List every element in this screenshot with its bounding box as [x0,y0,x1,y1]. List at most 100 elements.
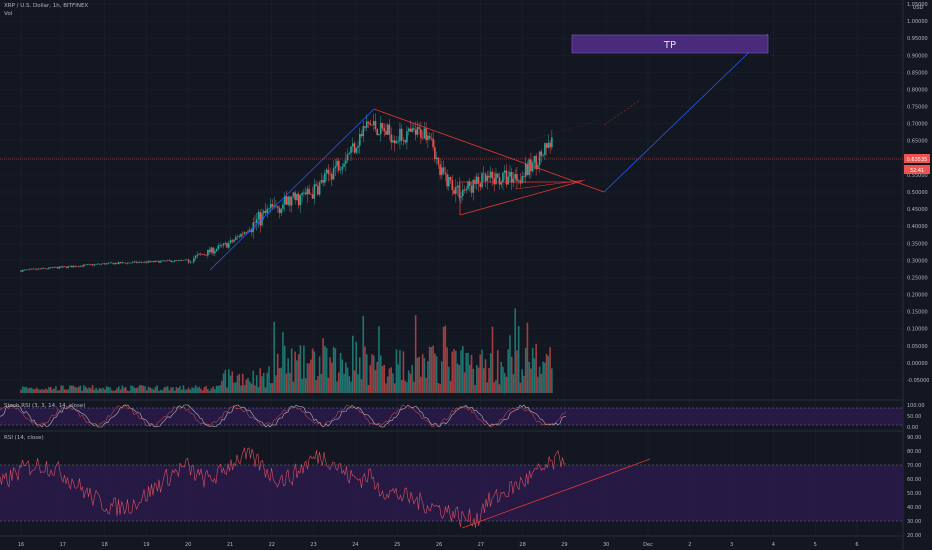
volume-bar [51,389,54,393]
candle-body [27,269,29,271]
candle-body [453,189,455,194]
stoch-rsi-label[interactable]: Stoch RSI (3, 3, 14, 14, close) [4,403,86,409]
volume-bar [126,390,129,393]
volume-bar [418,356,420,393]
volume-bar [421,354,424,393]
candle-body [189,261,192,263]
candle-body [516,174,518,181]
volume-bar [463,372,466,393]
candle-body [517,180,520,181]
tp-box[interactable] [571,34,769,54]
volume-bar [156,385,159,393]
dotted-guide-upper [603,99,641,126]
volume-bar [474,384,476,393]
candle-body [84,264,87,266]
volume-bar [411,364,413,393]
volume-bar [158,390,160,393]
candle-body [488,175,490,178]
candle-body [336,160,338,167]
candle-body [311,194,314,199]
drawings[interactable]: TP [0,33,903,271]
triangle-inner-line[interactable] [514,179,586,190]
rally-trendline[interactable] [209,108,375,271]
candle-body [399,128,401,142]
volume-bar [48,387,50,393]
symbol-title[interactable]: XRP / U.S. Dollar, 1h, BITFINEX [4,3,89,9]
candle-body [296,193,298,200]
candle-body [30,268,33,270]
volume-bar [119,389,122,393]
candle-body [477,176,480,184]
candle-body [549,142,551,148]
volume-bar [128,390,131,393]
candle-body [514,174,516,179]
candle-body [250,229,253,233]
rsi-label[interactable]: RSI (14, close) [4,435,44,441]
price-tick-label: 0.90000 [907,53,928,59]
candle-body [34,268,36,270]
candle-body [392,140,394,143]
volume-bar [131,385,134,393]
candle-body [491,171,494,179]
candle-body [362,126,365,137]
candle-body [369,123,372,125]
volume-bar [159,389,162,393]
time-axis[interactable]: 16 17 18 19 20 21 22 23 24 25 26 27 28 29 30 Dec 2 3 4 5 6 [18,542,859,548]
candle-body [365,121,368,128]
flag-lower-line[interactable] [459,180,583,216]
time-tick-label: 4 [772,542,775,548]
volume-bar [173,390,176,393]
candle-body [44,268,47,270]
volume-bar [524,347,527,393]
volume-bar [224,369,227,393]
volume-bar [514,308,516,393]
volume-bar [362,315,365,393]
volume-bar [509,335,511,393]
volume-bar [238,374,241,393]
candle-body [381,123,384,129]
countdown-badge [904,165,930,174]
projection-line[interactable] [603,33,769,193]
candle-body [413,128,415,130]
time-tick-label: 25 [394,542,400,548]
volume-bar [276,353,279,393]
wedge-upper-line[interactable] [373,108,605,193]
candle-body [345,160,347,164]
volume-bar [482,368,485,393]
volume-bar [72,385,75,393]
time-tick-label: 26 [436,542,442,548]
candle-body [124,262,127,264]
volume-bar [540,373,543,393]
candle-body [421,137,424,139]
candle-body [177,260,179,261]
rsi-trendline[interactable] [461,458,651,529]
time-tick-label: 22 [269,542,275,548]
candle-body [133,261,136,263]
volume-bar [152,389,155,393]
volume-bar [62,385,64,393]
volume-bar [28,387,31,393]
dotted-guide-mid [529,119,601,141]
volume-bar [290,348,293,393]
volume-bar [236,375,239,393]
volume-bar [149,387,152,393]
volume-bar [420,376,422,393]
volume-bar [488,368,490,393]
price-tick-label: 0.10000 [907,327,928,333]
candle-body [327,169,330,174]
volume-bar [133,387,136,393]
stoch-axis: 100.00 50.00 0.00 [907,403,925,431]
candle-body [76,266,78,268]
volume-bar [76,387,78,393]
candle-body [496,173,499,178]
volume-bar [240,385,242,393]
candle-series[interactable] [20,113,553,272]
candle-body [397,141,399,142]
candle-body [390,134,393,143]
volume-bar [214,389,216,393]
candle-body [234,237,237,240]
candle-body [229,240,232,244]
volume-label[interactable]: Vol [4,11,13,17]
volume-bar [191,387,193,393]
